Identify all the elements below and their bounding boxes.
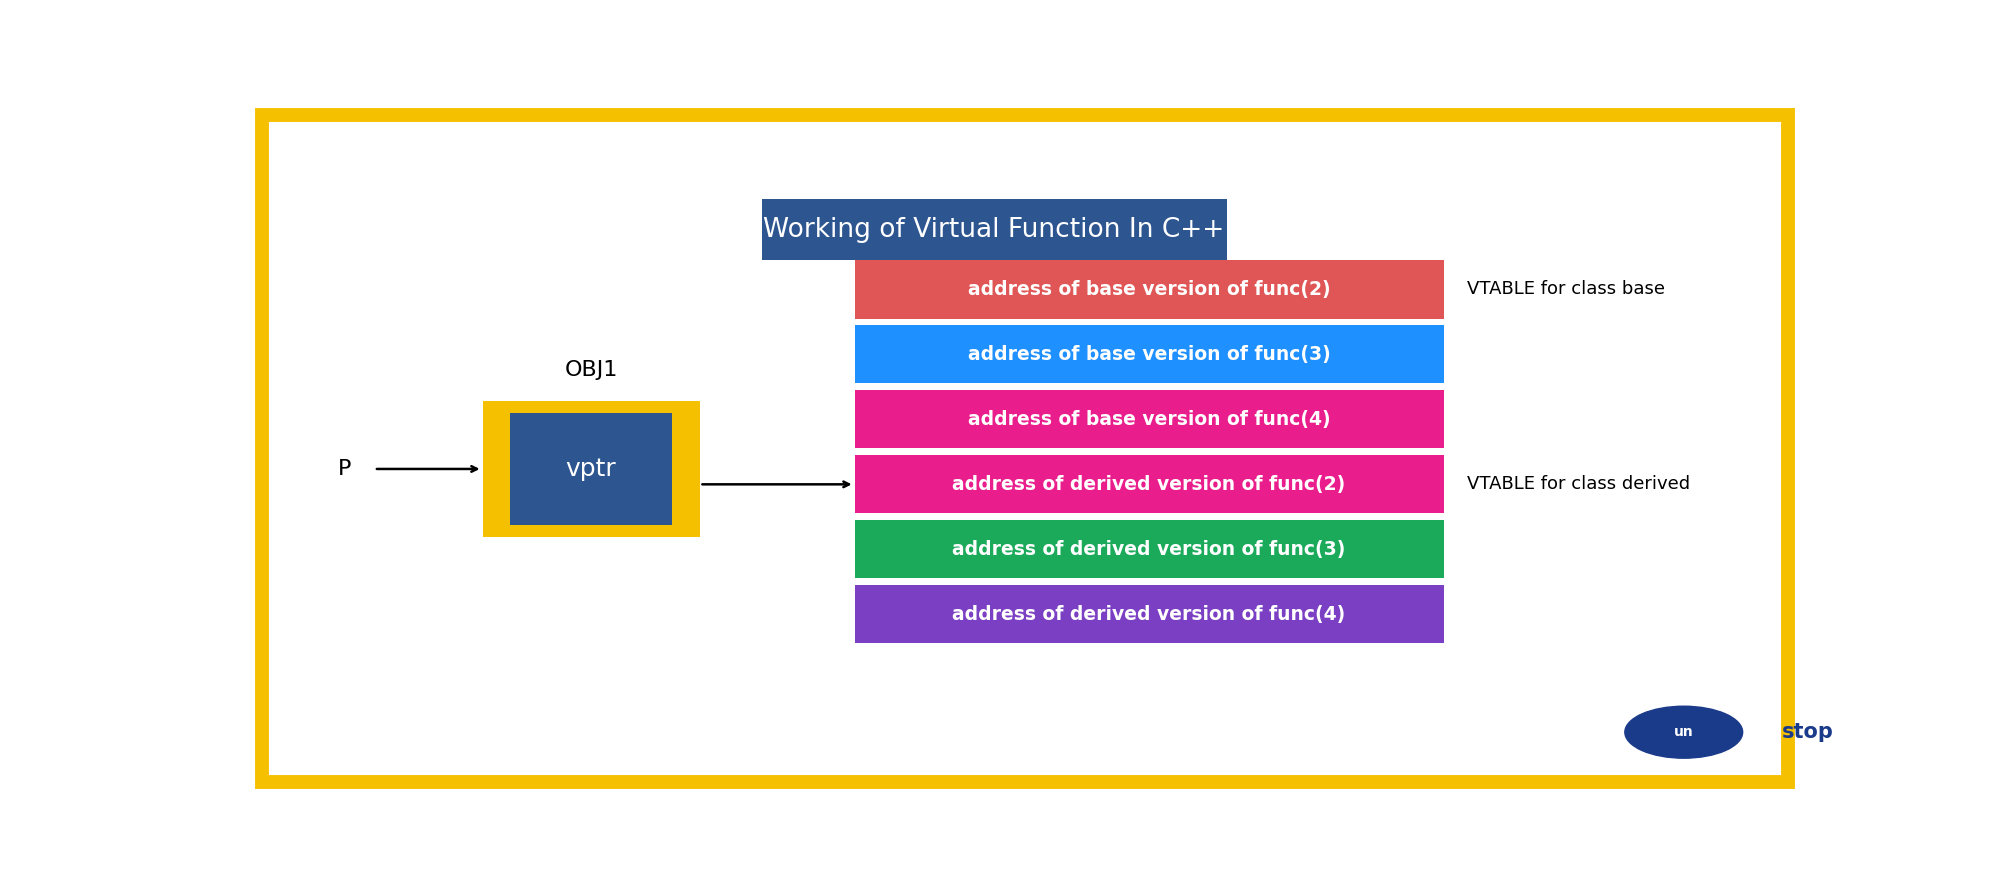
FancyBboxPatch shape xyxy=(854,391,1444,448)
Text: P: P xyxy=(338,459,350,479)
Text: vptr: vptr xyxy=(566,457,616,481)
Text: VTABLE for class derived: VTABLE for class derived xyxy=(1466,475,1690,494)
Text: address of derived version of func(2): address of derived version of func(2) xyxy=(952,475,1346,494)
FancyBboxPatch shape xyxy=(854,260,1444,319)
FancyBboxPatch shape xyxy=(854,520,1444,578)
Text: address of base version of func(2): address of base version of func(2) xyxy=(968,280,1330,299)
FancyBboxPatch shape xyxy=(762,199,1226,260)
FancyBboxPatch shape xyxy=(854,585,1444,643)
Text: OBJ1: OBJ1 xyxy=(564,360,618,380)
FancyBboxPatch shape xyxy=(854,456,1444,513)
Text: address of derived version of func(3): address of derived version of func(3) xyxy=(952,540,1346,559)
FancyBboxPatch shape xyxy=(482,400,700,537)
FancyBboxPatch shape xyxy=(262,115,1788,782)
Circle shape xyxy=(1624,706,1742,758)
Text: Working of Virtual Function In C++: Working of Virtual Function In C++ xyxy=(764,217,1224,242)
Text: address of base version of func(3): address of base version of func(3) xyxy=(968,345,1330,364)
Text: un: un xyxy=(1674,725,1694,739)
Text: address of derived version of func(4): address of derived version of func(4) xyxy=(952,605,1346,623)
Text: stop: stop xyxy=(1782,722,1834,742)
Text: VTABLE for class base: VTABLE for class base xyxy=(1466,281,1664,298)
FancyBboxPatch shape xyxy=(854,325,1444,384)
Text: address of base version of func(4): address of base version of func(4) xyxy=(968,410,1330,429)
FancyBboxPatch shape xyxy=(510,413,672,525)
